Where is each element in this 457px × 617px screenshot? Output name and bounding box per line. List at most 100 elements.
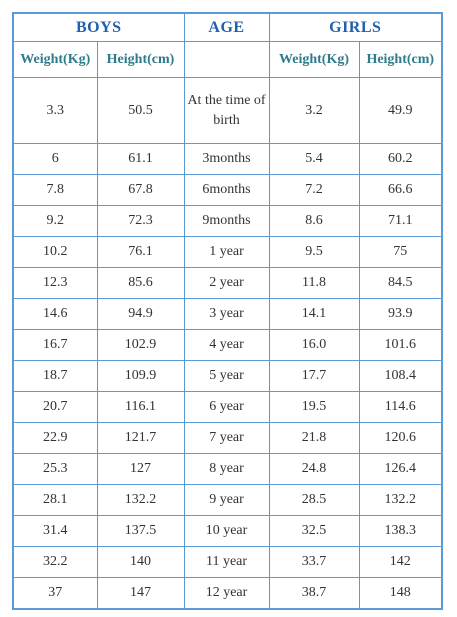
table-row: 28.1 132.2 9 year 28.5 132.2 xyxy=(12,484,443,516)
girls-weight: 3.2 xyxy=(268,77,360,144)
boys-height: 94.9 xyxy=(96,298,185,330)
age-cell: 10 year xyxy=(183,515,270,547)
table-row: 10.2 76.1 1 year 9.5 75 xyxy=(12,236,443,268)
boys-weight: 3.3 xyxy=(12,77,98,144)
girls-height: 108.4 xyxy=(358,360,443,392)
table-row: 12.3 85.6 2 year 11.8 84.5 xyxy=(12,267,443,299)
boys-weight: 22.9 xyxy=(12,422,98,454)
girls-height: 138.3 xyxy=(358,515,443,547)
age-cell: 1 year xyxy=(183,236,270,268)
empty-cell xyxy=(183,41,270,78)
boys-weight: 10.2 xyxy=(12,236,98,268)
girls-weight: 19.5 xyxy=(268,391,360,423)
boys-weight: 7.8 xyxy=(12,174,98,206)
age-cell: 2 year xyxy=(183,267,270,299)
boys-height: 102.9 xyxy=(96,329,185,361)
girls-height: 66.6 xyxy=(358,174,443,206)
girls-height: 114.6 xyxy=(358,391,443,423)
girls-height: 75 xyxy=(358,236,443,268)
girls-weight: 28.5 xyxy=(268,484,360,516)
girls-weight: 24.8 xyxy=(268,453,360,485)
table-row: 16.7 102.9 4 year 16.0 101.6 xyxy=(12,329,443,361)
girls-height: 120.6 xyxy=(358,422,443,454)
table-row: 18.7 109.9 5 year 17.7 108.4 xyxy=(12,360,443,392)
column-header: Weight(Kg) xyxy=(12,41,98,78)
girls-weight: 14.1 xyxy=(268,298,360,330)
girls-header: GIRLS xyxy=(268,12,443,42)
boys-height: 132.2 xyxy=(96,484,185,516)
age-cell: 8 year xyxy=(183,453,270,485)
girls-weight: 21.8 xyxy=(268,422,360,454)
girls-height: 60.2 xyxy=(358,143,443,175)
boys-height: 116.1 xyxy=(96,391,185,423)
age-cell: 4 year xyxy=(183,329,270,361)
table-row: 6 61.1 3months 5.4 60.2 xyxy=(12,143,443,175)
boys-height: 140 xyxy=(96,546,185,578)
table-row: 3.3 50.5 At the time of birth 3.2 49.9 xyxy=(12,77,443,144)
table-body: 3.3 50.5 At the time of birth 3.2 49.9 6 61.1 3… xyxy=(12,77,443,610)
girls-height: 71.1 xyxy=(358,205,443,237)
girls-height: 93.9 xyxy=(358,298,443,330)
boys-weight: 6 xyxy=(12,143,98,175)
table-row: 9.2 72.3 9months 8.6 71.1 xyxy=(12,205,443,237)
column-header: Height(cm) xyxy=(358,41,443,78)
boys-height: 76.1 xyxy=(96,236,185,268)
boys-height: 147 xyxy=(96,577,185,610)
age-cell: 11 year xyxy=(183,546,270,578)
table-row: 31.4 137.5 10 year 32.5 138.3 xyxy=(12,515,443,547)
girls-weight: 8.6 xyxy=(268,205,360,237)
age-cell: 3 year xyxy=(183,298,270,330)
table-row: 37 147 12 year 38.7 148 xyxy=(12,577,443,610)
growth-table: BOYS AGE GIRLS Weight(Kg) Height(cm) Wei… xyxy=(12,12,444,610)
table-row: 14.6 94.9 3 year 14.1 93.9 xyxy=(12,298,443,330)
age-cell: 9 year xyxy=(183,484,270,516)
girls-height: 84.5 xyxy=(358,267,443,299)
girls-height: 148 xyxy=(358,577,443,610)
girls-weight: 11.8 xyxy=(268,267,360,299)
table-row: 22.9 121.7 7 year 21.8 120.6 xyxy=(12,422,443,454)
girls-weight: 7.2 xyxy=(268,174,360,206)
girls-weight: 17.7 xyxy=(268,360,360,392)
girls-height: 101.6 xyxy=(358,329,443,361)
girls-weight: 33.7 xyxy=(268,546,360,578)
age-cell: 9months xyxy=(183,205,270,237)
boys-weight: 20.7 xyxy=(12,391,98,423)
girls-weight: 16.0 xyxy=(268,329,360,361)
girls-height: 142 xyxy=(358,546,443,578)
boys-height: 85.6 xyxy=(96,267,185,299)
age-cell: 6months xyxy=(183,174,270,206)
boys-header: BOYS xyxy=(12,12,185,42)
boys-weight: 31.4 xyxy=(12,515,98,547)
girls-height: 132.2 xyxy=(358,484,443,516)
boys-height: 127 xyxy=(96,453,185,485)
boys-height: 72.3 xyxy=(96,205,185,237)
boys-weight: 14.6 xyxy=(12,298,98,330)
boys-weight: 16.7 xyxy=(12,329,98,361)
boys-weight: 28.1 xyxy=(12,484,98,516)
girls-height: 49.9 xyxy=(358,77,443,144)
age-cell: 6 year xyxy=(183,391,270,423)
boys-weight: 25.3 xyxy=(12,453,98,485)
age-cell: 12 year xyxy=(183,577,270,610)
boys-height: 50.5 xyxy=(96,77,185,144)
column-header: Weight(Kg) xyxy=(268,41,360,78)
age-header: AGE xyxy=(183,12,270,42)
boys-height: 109.9 xyxy=(96,360,185,392)
girls-weight: 9.5 xyxy=(268,236,360,268)
girls-height: 126.4 xyxy=(358,453,443,485)
boys-weight: 9.2 xyxy=(12,205,98,237)
table-row: 20.7 116.1 6 year 19.5 114.6 xyxy=(12,391,443,423)
age-cell: 5 year xyxy=(183,360,270,392)
boys-height: 67.8 xyxy=(96,174,185,206)
column-header: Height(cm) xyxy=(96,41,185,78)
boys-height: 121.7 xyxy=(96,422,185,454)
boys-weight: 18.7 xyxy=(12,360,98,392)
girls-weight: 32.5 xyxy=(268,515,360,547)
boys-height: 61.1 xyxy=(96,143,185,175)
table-row: 7.8 67.8 6months 7.2 66.6 xyxy=(12,174,443,206)
boys-weight: 12.3 xyxy=(12,267,98,299)
girls-weight: 5.4 xyxy=(268,143,360,175)
table-row: 32.2 140 11 year 33.7 142 xyxy=(12,546,443,578)
girls-weight: 38.7 xyxy=(268,577,360,610)
